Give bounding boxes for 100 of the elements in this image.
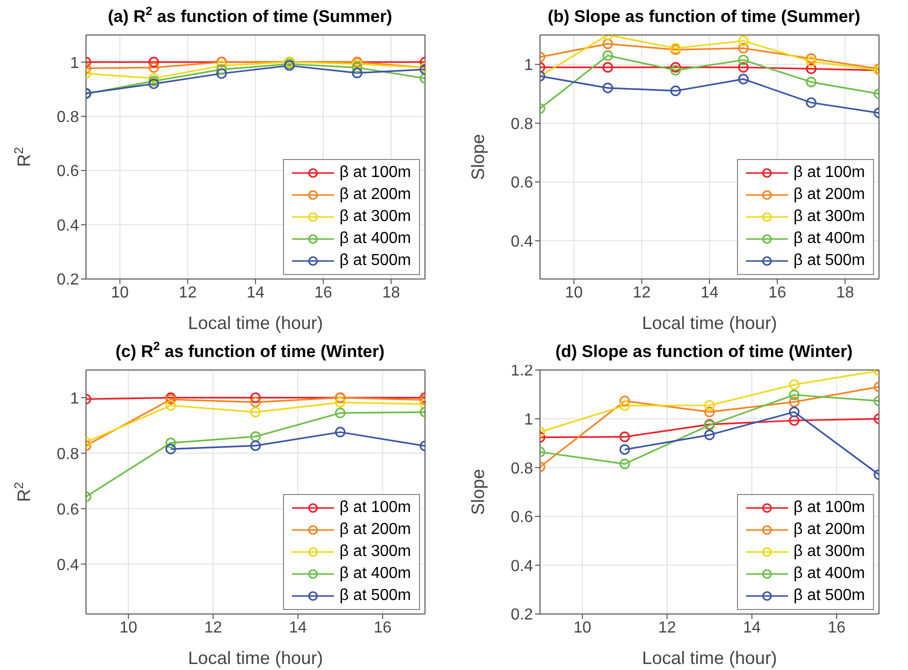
legend-label: β at 300m [794, 208, 865, 226]
y-axis-title: Slope [468, 134, 488, 180]
y-tick-label: 0.4 [510, 233, 534, 250]
legend-label: β at 500m [794, 587, 865, 605]
point [738, 54, 749, 66]
point [165, 438, 176, 448]
legend-label: β at 500m [340, 252, 411, 270]
legend-label: β at 100m [794, 164, 865, 182]
point [602, 50, 614, 61]
x-axis-title: Local time (hour) [642, 648, 778, 668]
point [738, 74, 749, 84]
point [165, 400, 176, 411]
x-tick-label: 18 [382, 284, 400, 302]
x-tick-label: 14 [742, 619, 761, 636]
y-tick-label: 0.8 [56, 109, 80, 126]
legend-label: β at 300m [794, 543, 865, 561]
point [165, 444, 176, 454]
x-tick-label: 16 [768, 284, 786, 302]
point [619, 432, 630, 442]
point [806, 56, 816, 67]
point [619, 396, 630, 406]
y-tick-label: 0.8 [56, 446, 80, 463]
point [704, 400, 715, 411]
legend-label: β at 400m [340, 565, 411, 583]
point [216, 60, 227, 71]
point [670, 64, 681, 76]
legend-label: β at 200m [794, 186, 865, 204]
x-tick-label: 14 [288, 619, 307, 636]
y-tick-label: 0.8 [510, 460, 534, 478]
point [806, 53, 816, 64]
y-tick-label: 1 [70, 54, 80, 72]
x-axis-title: Local time (hour) [188, 313, 324, 333]
point [352, 68, 362, 78]
y-tick-label: 1 [524, 411, 534, 428]
y-tick-label: 0.6 [56, 501, 80, 518]
y-tick-label: 0.4 [56, 556, 80, 574]
legend-label: β at 200m [794, 521, 865, 539]
point [352, 62, 362, 73]
x-tick-label: 18 [836, 284, 854, 302]
point [704, 430, 715, 440]
point [619, 444, 630, 455]
x-tick-label: 10 [111, 284, 129, 302]
point [250, 431, 261, 442]
x-tick-label: 14 [246, 284, 264, 302]
point [704, 406, 715, 418]
x-tick-label: 16 [374, 619, 392, 636]
point [250, 396, 261, 408]
point [738, 62, 749, 73]
point [788, 415, 800, 426]
point [148, 78, 160, 90]
y-tick-label: 1 [70, 390, 80, 408]
y-tick-label: 0.8 [510, 116, 534, 133]
x-tick-label: 12 [204, 619, 222, 636]
legend-label: β at 400m [794, 230, 865, 248]
point [148, 62, 160, 73]
legend-label: β at 400m [794, 565, 865, 583]
x-tick-label: 10 [573, 619, 592, 636]
point [216, 68, 227, 79]
x-tick-label: 12 [658, 619, 676, 636]
point [334, 397, 346, 408]
y-tick-label: 0.6 [56, 163, 80, 180]
point [670, 86, 681, 96]
point [738, 36, 749, 46]
point [602, 38, 614, 50]
x-axis-title: Local time (hour) [642, 313, 778, 333]
point [788, 390, 800, 400]
point [806, 76, 816, 88]
y-axis-title: Slope [468, 468, 488, 516]
point [806, 64, 816, 74]
point [670, 62, 681, 73]
legend-label: β at 200m [340, 521, 411, 539]
x-axis-title: Local time (hour) [188, 648, 324, 668]
chart-title: (c) R$^{2}$ as function of time (Winter) [115, 339, 385, 361]
y-tick-label: 0.6 [510, 509, 534, 526]
y-tick-label: 0.6 [510, 174, 534, 192]
x-tick-label: 10 [119, 619, 138, 636]
point [148, 76, 160, 86]
legend-label: β at 100m [340, 499, 411, 517]
x-tick-label: 16 [828, 619, 846, 636]
point [148, 73, 160, 84]
point [738, 42, 749, 54]
y-tick-label: 0.2 [510, 606, 534, 624]
y-tick-label: 0.4 [510, 558, 534, 575]
x-tick-label: 16 [314, 284, 332, 302]
chart-title: (b) Slope as function of time (Summer) [548, 7, 860, 26]
point [788, 396, 800, 408]
y-tick-label: 1 [524, 57, 534, 74]
y-tick-label: 0.2 [56, 272, 80, 289]
point [334, 426, 346, 438]
point [250, 406, 261, 418]
x-tick-label: 12 [178, 284, 197, 302]
x-tick-label: 14 [700, 284, 718, 302]
point [216, 64, 227, 75]
point [788, 406, 800, 418]
point [788, 379, 800, 390]
x-tick-label: 12 [632, 284, 651, 302]
legend-label: β at 500m [794, 252, 865, 270]
chart-title: (a) R$^{2}$ as function of time (Summer) [108, 4, 392, 26]
point [619, 458, 630, 470]
legend-label: β at 300m [340, 543, 411, 561]
